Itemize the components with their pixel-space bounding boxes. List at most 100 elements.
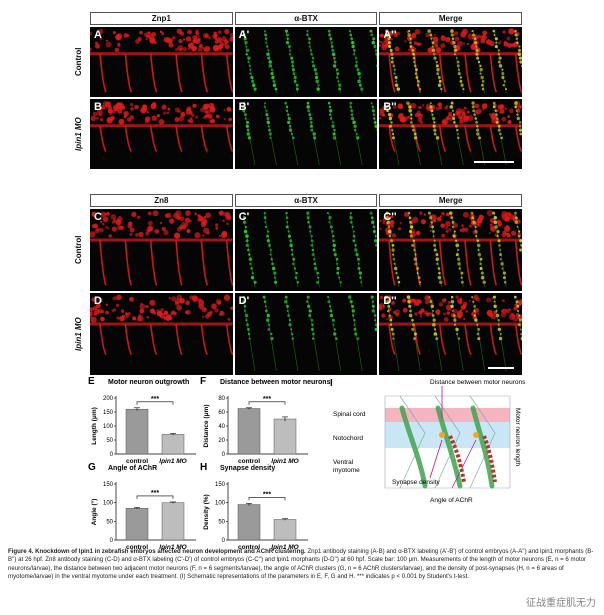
chart-letter: H [200, 462, 207, 473]
y-tick-label: 0 [110, 452, 114, 458]
y-tick-label: 50 [106, 438, 113, 444]
column-header: Znp1 [90, 12, 233, 25]
column-headers: Znp1 α-BTX Merge [90, 12, 523, 25]
motor-neuron [399, 405, 428, 489]
bar [273, 519, 297, 541]
myotome-outline [384, 395, 511, 489]
label-motor-length: Motor neuron length [514, 408, 521, 467]
category-label: lpin1 MO [271, 544, 298, 551]
chart-title: Motor neuron outgrowth [108, 379, 189, 386]
chart-H: H Synapse density 0 50 100 150 Density (%) cont… [200, 462, 350, 557]
y-tick-label: 150 [215, 482, 226, 488]
zn8-panel-block: Zn8 α-BTX Merge Control C C' C'' lpin1 M… [74, 194, 523, 377]
micro-panel: C'' [379, 209, 523, 291]
y-tick-label: 0 [110, 538, 114, 544]
y-tick-label: 150 [103, 482, 114, 488]
caption-body: Znp1 antibody staining (A-B) and α-BTX l… [8, 548, 594, 581]
y-tick-label: 20 [218, 438, 225, 444]
category-label: control [238, 544, 260, 551]
micro-panel: A [90, 27, 233, 97]
micro-panel: A'' [379, 27, 523, 97]
significance-label: *** [151, 490, 159, 497]
significance-bracket [136, 495, 174, 499]
column-header: α-BTX [234, 194, 378, 207]
somite-boundary [434, 395, 461, 489]
micro-panel: B'' [379, 99, 523, 169]
y-tick-label: 40 [218, 424, 225, 430]
bar [125, 508, 149, 541]
column-header: Zn8 [90, 194, 233, 207]
y-tick-label: 50 [106, 519, 113, 525]
somite-boundary [399, 395, 426, 489]
label-notochord: Notochord [333, 435, 363, 442]
chart-G: G Angle of AChR 0 50 100 150 Angle (°) control l… [88, 462, 238, 557]
y-tick-label: 80 [218, 396, 225, 402]
y-axis-label: Angle (°) [90, 499, 98, 526]
synapse-dot [439, 432, 445, 438]
column-header: Merge [379, 12, 523, 25]
motor-neuron [470, 405, 495, 489]
column-headers: Zn8 α-BTX Merge [90, 194, 523, 207]
column-header: Merge [379, 194, 523, 207]
bar [237, 408, 261, 455]
panel-row-morphant: lpin1 MO D D' D'' [74, 293, 523, 375]
somite-boundary [469, 395, 496, 489]
category-label: lpin1 MO [159, 458, 186, 465]
motor-neuron [435, 405, 463, 489]
panel-row-control: Control C C' C'' [74, 209, 523, 291]
caption-title: Figure 4. Knockdown of lpin1 in zebrafis… [8, 548, 306, 555]
micro-panel: D' [234, 293, 378, 375]
row-label: lpin1 MO [74, 117, 83, 151]
micro-panel: C [90, 209, 233, 291]
chart-F: F Distance between motor neurons 0 20 40 60 80… [200, 376, 350, 471]
bar [125, 408, 149, 455]
y-axis-label: Density (%) [203, 494, 210, 529]
significance-label: *** [263, 491, 271, 498]
watermark: 征战重症肌无力 [526, 598, 596, 609]
chart-title: Angle of AChR [108, 465, 157, 472]
significance-label: *** [263, 396, 271, 403]
y-tick-label: 0 [222, 538, 226, 544]
bar [273, 418, 297, 455]
category-label: control [238, 458, 260, 465]
label-angle: Angle of AChR [430, 497, 473, 504]
row-label: Control [74, 47, 83, 77]
y-tick-label: 100 [103, 501, 114, 507]
chart-E: E Motor neuron outgrowth 0 50 100 150 200 Lengt… [88, 376, 238, 471]
y-axis-label: Distance (μm) [203, 405, 210, 448]
chart-title: Synapse density [220, 465, 275, 472]
y-axis-label: Length (μm) [91, 407, 98, 445]
znp1-panel-block: Znp1 α-BTX Merge Control A A' A'' lpin1 … [74, 12, 523, 171]
achr-cluster [448, 435, 466, 483]
figure-caption: Figure 4. Knockdown of lpin1 in zebrafis… [8, 548, 598, 582]
chart-title: Distance between motor neurons [220, 379, 331, 386]
label-ventral: Ventral [333, 459, 354, 466]
category-label: control [126, 458, 148, 465]
label-distance: Distance between motor neurons [430, 379, 526, 386]
schematic-letter: I [330, 378, 333, 389]
schematic-I: I Distance between motor neurons Spinal … [330, 378, 526, 518]
achr-cluster [482, 435, 497, 483]
category-label: lpin1 MO [159, 544, 186, 551]
y-tick-label: 0 [222, 452, 226, 458]
micro-panel: A' [234, 27, 378, 97]
micro-panel: D'' [379, 293, 523, 375]
significance-bracket [248, 401, 286, 405]
label-spinal-cord: Spinal cord [333, 411, 366, 418]
label-myotome: myotome [333, 467, 360, 474]
micro-panel: D [90, 293, 233, 375]
scale-bar [488, 367, 515, 369]
bar [161, 434, 185, 455]
angle-arrow [451, 439, 477, 489]
row-label: lpin1 MO [74, 317, 83, 351]
synapse-arrow [429, 439, 443, 479]
y-tick-label: 100 [215, 501, 226, 507]
panel-row-control: Control A A' A'' [74, 27, 523, 97]
y-tick-label: 100 [103, 424, 114, 430]
column-header: α-BTX [234, 12, 378, 25]
panel-row-morphant: lpin1 MO B B' B'' [74, 99, 523, 169]
y-tick-label: 150 [103, 410, 114, 416]
y-tick-label: 50 [218, 519, 225, 525]
significance-label: *** [151, 396, 159, 403]
micro-panel: B' [234, 99, 378, 169]
